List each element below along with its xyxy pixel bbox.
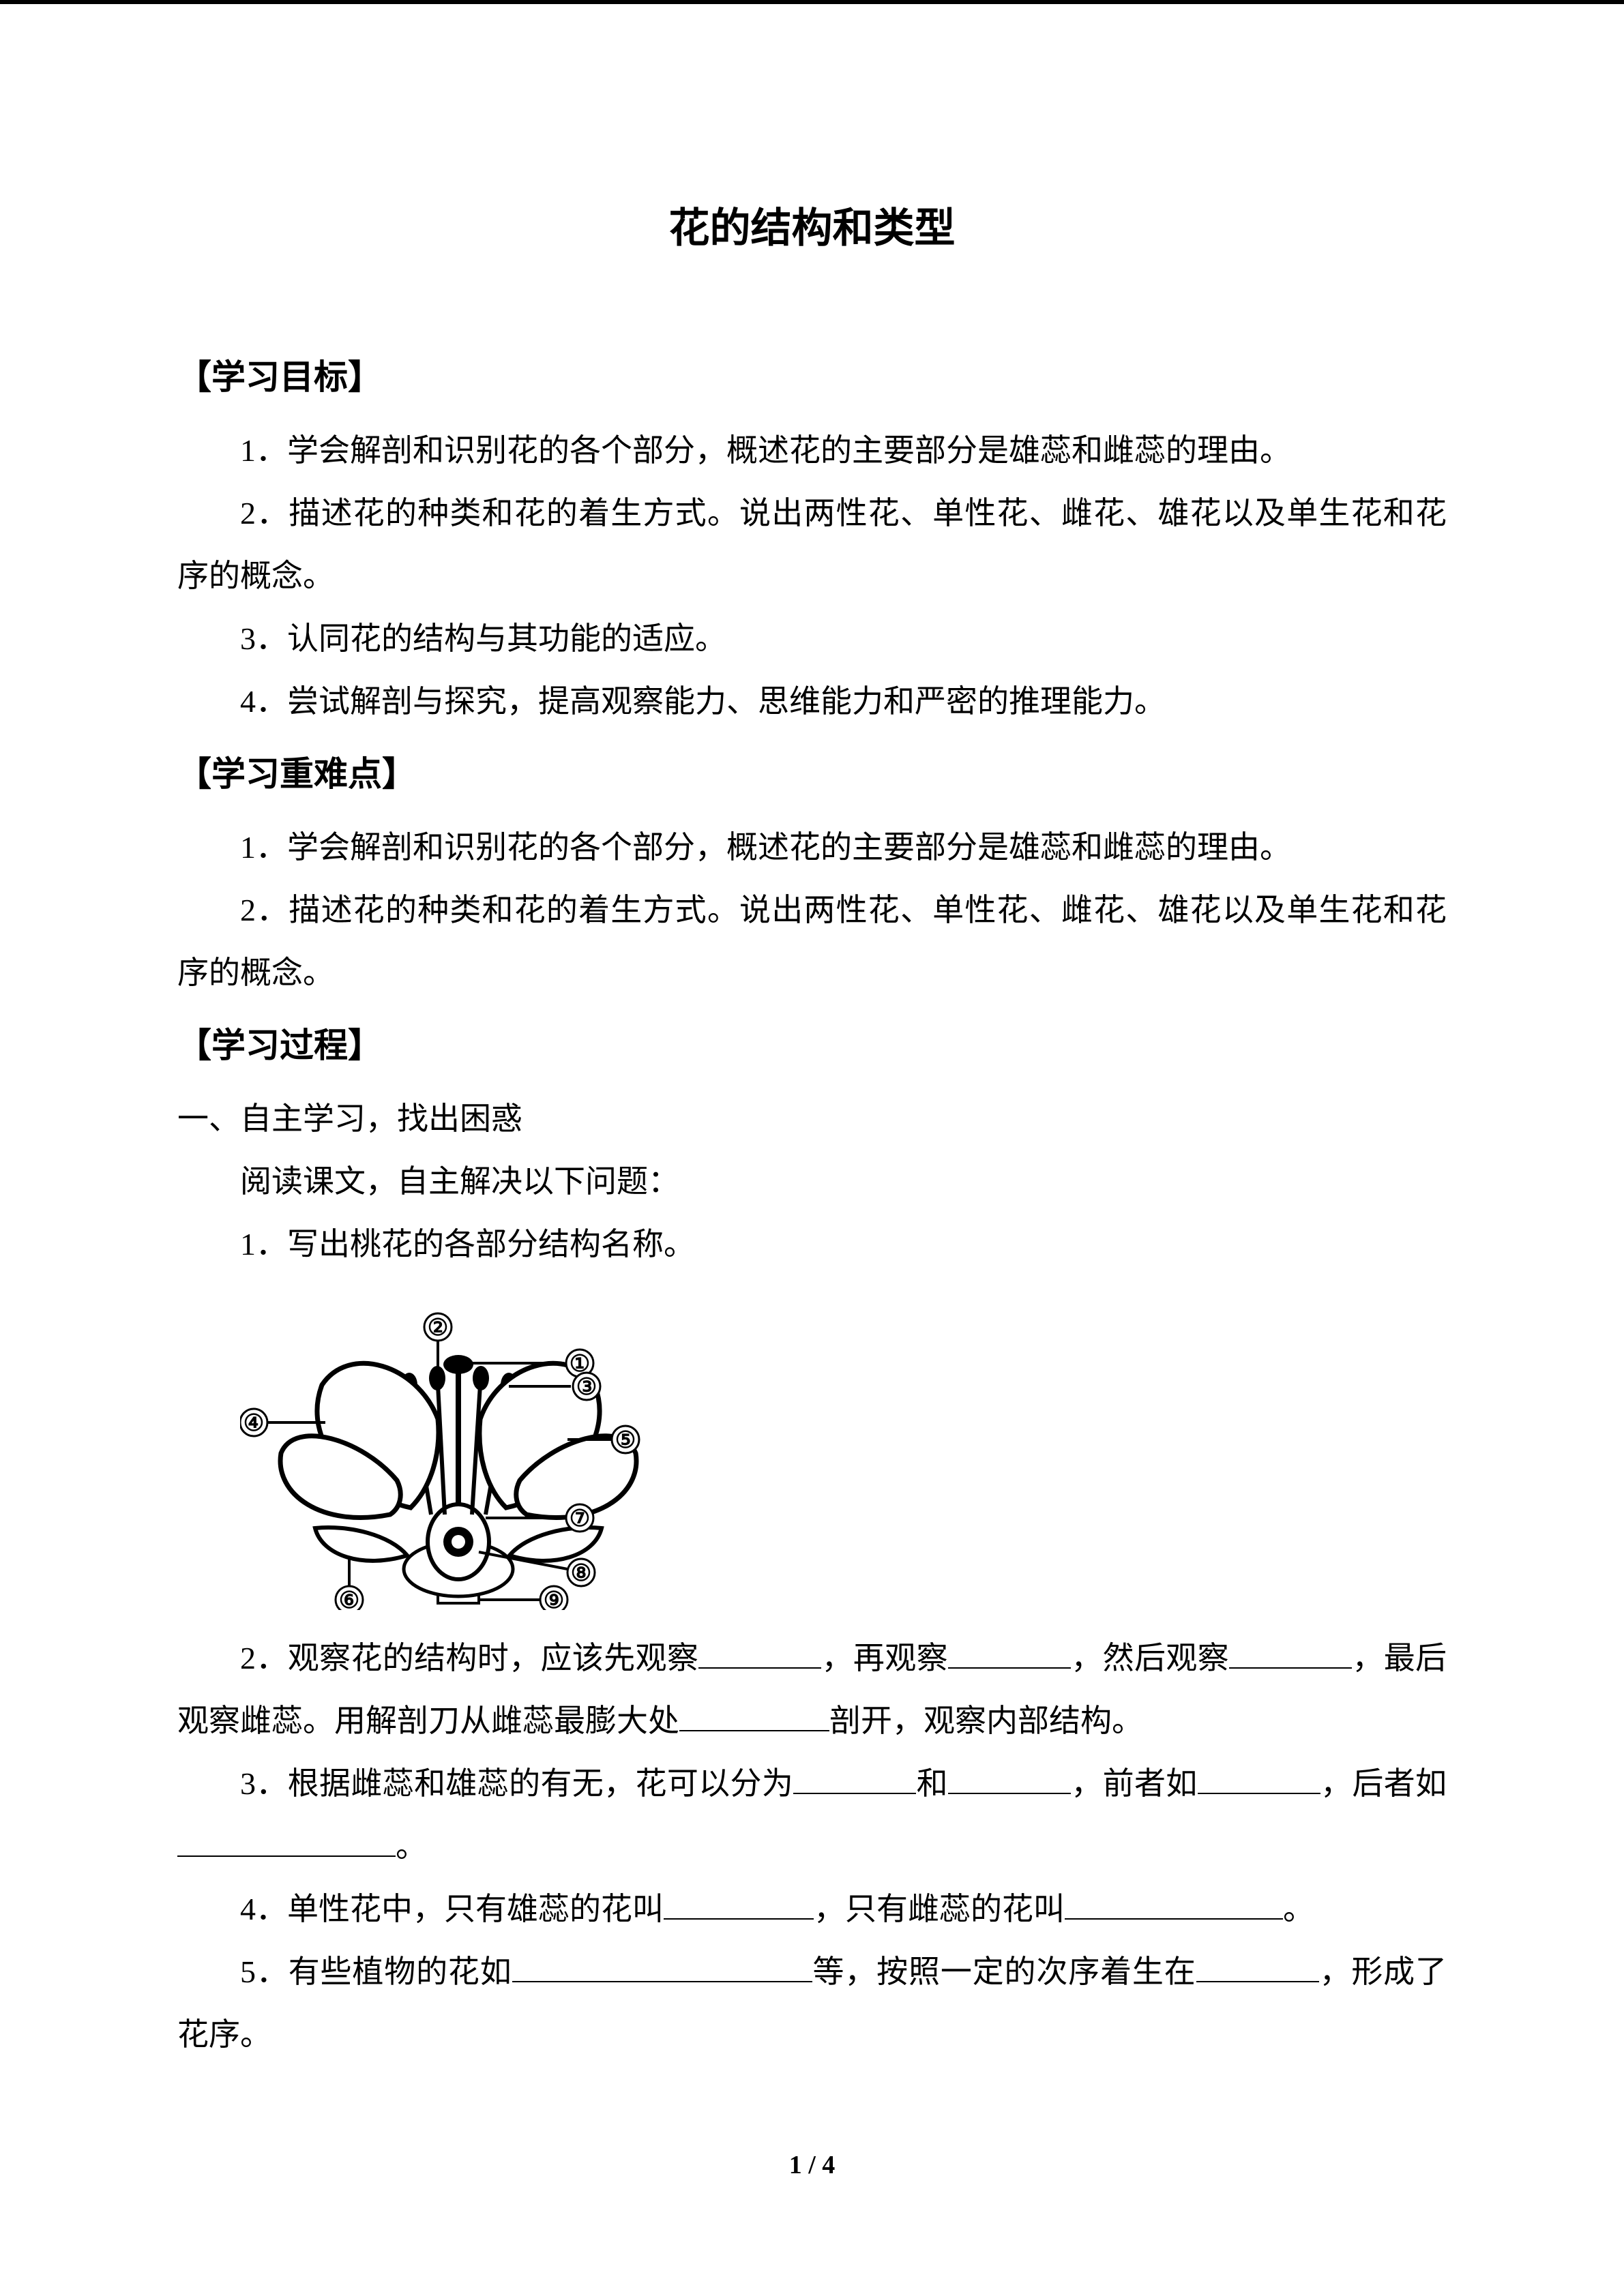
diagram-label-6: ⑥ xyxy=(339,1588,359,1610)
q4-seg: 。 xyxy=(1283,1892,1314,1926)
fill-blank[interactable] xyxy=(664,1885,814,1920)
question-2: 2．观察花的结构时，应该先观察，再观察，然后观察，最后观察雌蕊。用解剖刀从雌蕊最… xyxy=(177,1627,1447,1753)
diagram-label-4: ④ xyxy=(243,1411,264,1436)
q3-seg: ，后者如 xyxy=(1320,1766,1447,1801)
page-content: 花的结构和类型 【学习目标】 1．学会解剖和识别花的各个部分，概述花的主要部分是… xyxy=(0,4,1624,2066)
fill-blank[interactable] xyxy=(1229,1634,1352,1669)
q3-seg: 3．根据雌蕊和雄蕊的有无，花可以分为 xyxy=(240,1766,793,1801)
question-3: 3．根据雌蕊和雄蕊的有无，花可以分为 和 ，前者如 ，后者如。 xyxy=(177,1753,1447,1878)
diagram-label-9: ⑨ xyxy=(544,1588,564,1610)
q5-seg: 5．有些植物的花如 xyxy=(240,1954,512,1989)
process-heading: 【学习过程】 xyxy=(177,1018,1447,1067)
question-4: 4．单性花中，只有雄蕊的花叫 ，只有雌蕊的花叫 。 xyxy=(177,1878,1447,1941)
fill-blank[interactable] xyxy=(793,1759,916,1794)
objective-item: 3．认同花的结构与其功能的适应。 xyxy=(177,608,1447,670)
q2-seg: ，再观察 xyxy=(821,1641,948,1675)
q2-seg: ，然后观察 xyxy=(1071,1641,1229,1675)
process-subhead: 一、自主学习，找出困惑 xyxy=(177,1088,1447,1150)
fill-blank[interactable] xyxy=(679,1697,829,1731)
question-1: 1．写出桃花的各部分结构名称。 xyxy=(177,1213,1447,1276)
keypoint-item: 1．学会解剖和识别花的各个部分，概述花的主要部分是雄蕊和雌蕊的理由。 xyxy=(177,816,1447,879)
q3-seg: 和 xyxy=(916,1766,948,1801)
page-number: 1 / 4 xyxy=(0,2150,1624,2180)
process-intro: 阅读课文，自主解决以下问题： xyxy=(177,1150,1447,1213)
fill-blank[interactable] xyxy=(1198,1759,1320,1794)
fill-blank[interactable] xyxy=(948,1634,1071,1669)
fill-blank[interactable] xyxy=(512,1948,812,1982)
flower-diagram-svg: ① ② ③ ④ ⑤ ⑥ ⑦ ⑧ ⑨ xyxy=(240,1283,677,1610)
objective-item: 1．学会解剖和识别花的各个部分，概述花的主要部分是雄蕊和雌蕊的理由。 xyxy=(177,419,1447,482)
objective-item: 4．尝试解剖与探究，提高观察能力、思维能力和严密的推理能力。 xyxy=(177,670,1447,733)
diagram-label-5: ⑤ xyxy=(615,1428,636,1453)
objective-item: 2．描述花的种类和花的着生方式。说出两性花、单性花、雌花、雄花以及单生花和花序的… xyxy=(177,482,1447,608)
q2-seg: 剖开，观察内部结构。 xyxy=(829,1703,1143,1738)
flower-diagram: ① ② ③ ④ ⑤ ⑥ ⑦ ⑧ ⑨ xyxy=(240,1283,1447,1613)
fill-blank[interactable] xyxy=(948,1759,1071,1794)
q2-seg: 2．观察花的结构时，应该先观察 xyxy=(240,1641,698,1675)
keypoints-heading: 【学习重难点】 xyxy=(177,747,1447,796)
fill-blank[interactable] xyxy=(698,1634,821,1669)
q3-seg: 。 xyxy=(396,1829,427,1864)
q4-seg: 4．单性花中，只有雄蕊的花叫 xyxy=(240,1892,664,1926)
question-5: 5．有些植物的花如等，按照一定的次序着生在，形成了花序。 xyxy=(177,1941,1447,2066)
fill-blank[interactable] xyxy=(1065,1885,1283,1920)
q4-seg: ，只有雌蕊的花叫 xyxy=(814,1892,1065,1926)
document-title: 花的结构和类型 xyxy=(177,195,1447,254)
diagram-label-2: ② xyxy=(428,1315,448,1341)
fill-blank[interactable] xyxy=(1196,1948,1319,1982)
objectives-heading: 【学习目标】 xyxy=(177,350,1447,399)
q3-seg: ，前者如 xyxy=(1071,1766,1198,1801)
keypoint-item: 2．描述花的种类和花的着生方式。说出两性花、单性花、雌花、雄花以及单生花和花序的… xyxy=(177,879,1447,1004)
fill-blank[interactable] xyxy=(177,1822,396,1857)
diagram-label-3: ③ xyxy=(576,1375,597,1400)
q5-seg: 等，按照一定的次序着生在 xyxy=(812,1954,1196,1989)
diagram-label-7: ⑦ xyxy=(570,1506,590,1532)
diagram-label-8: ⑧ xyxy=(571,1561,591,1586)
